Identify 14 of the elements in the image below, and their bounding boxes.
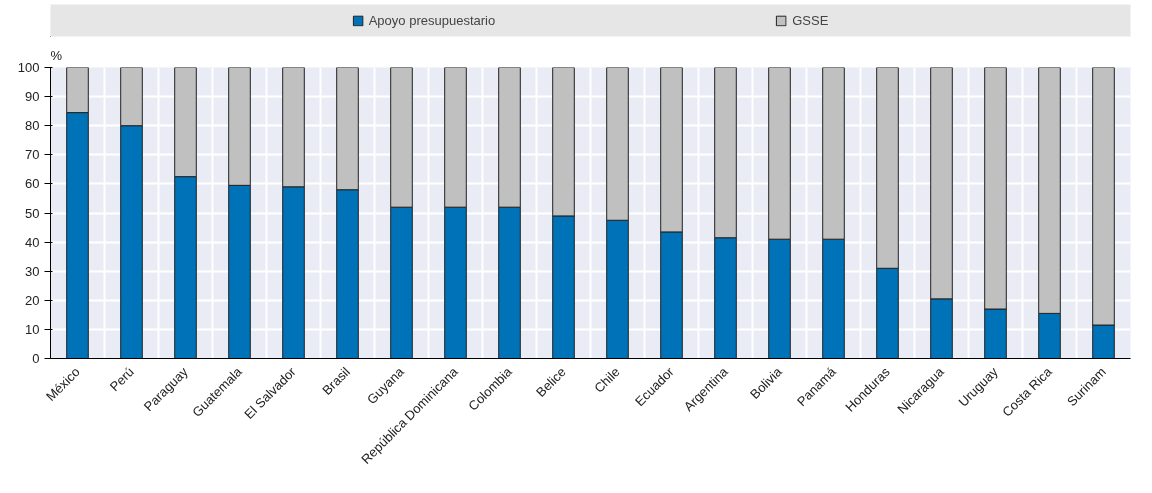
legend-label: Apoyo presupuestario [368, 12, 496, 28]
y-tick-label: 80 [25, 118, 40, 134]
y-tick-label: 60 [25, 176, 40, 192]
y-tick-label: 40 [25, 234, 40, 250]
y-tick-label: 100 [17, 60, 40, 75]
y-tick-label: 30 [25, 263, 40, 279]
y-tick-label: 90 [25, 89, 40, 105]
legend-label: GSSE [792, 12, 829, 28]
y-tick-label: 70 [25, 147, 40, 163]
y-tick-label: 10 [25, 321, 40, 337]
y-tick-label: 20 [25, 292, 40, 308]
y-axis-title: % [50, 47, 63, 63]
y-tick-label: 50 [25, 205, 40, 221]
y-tick-label: 0 [32, 351, 40, 366]
